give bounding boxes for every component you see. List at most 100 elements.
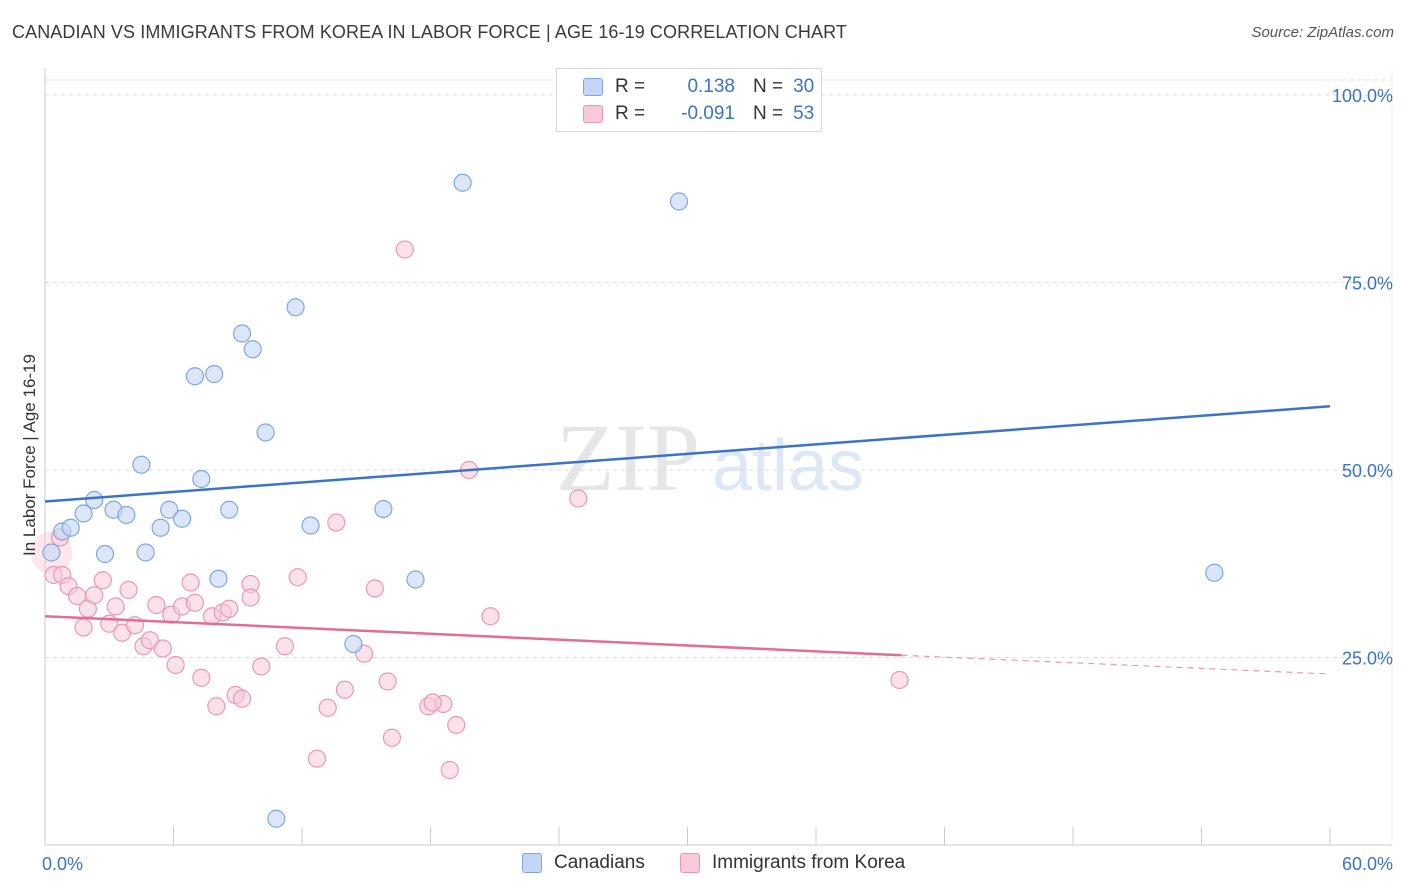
korea-point — [166, 655, 185, 675]
korea-point — [395, 240, 414, 259]
korea-point — [252, 657, 271, 676]
korea-point — [288, 568, 307, 587]
korea-label: Immigrants from Korea — [712, 852, 906, 873]
canadian-point — [61, 518, 80, 537]
korea-point — [318, 698, 337, 717]
canadian-point — [160, 500, 179, 519]
legend-r-label: R = — [615, 76, 646, 97]
korea-point — [74, 618, 93, 637]
korea-swatch — [680, 853, 700, 873]
y-tick-labels: 25.0% 50.0% 75.0% 100.0% — [1332, 86, 1393, 669]
korea-point — [85, 586, 104, 605]
korea-trend-line — [44, 615, 902, 657]
x-tick-label: 60.0% — [1342, 854, 1393, 874]
korea-point — [207, 697, 226, 716]
correlation-legend: R = 0.138 N = 30 R = -0.091 N = 53 — [556, 68, 822, 132]
korea-point — [423, 693, 442, 712]
korea-point — [275, 637, 294, 656]
korea-point — [440, 760, 459, 780]
y-tick-label: 75.0% — [1342, 274, 1393, 294]
canadian-point — [406, 570, 425, 589]
korea-point — [232, 689, 252, 708]
y-axis-label: In Labor Force | Age 16-19 — [20, 354, 39, 556]
legend-r-value: 0.138 — [687, 76, 735, 97]
korea-point — [327, 513, 346, 532]
korea-point — [153, 639, 172, 658]
korea-point — [890, 670, 909, 690]
korea-point — [447, 715, 466, 735]
legend-r-label: R = — [615, 103, 646, 124]
canadian-points — [42, 173, 1224, 828]
legend-r-value: -0.091 — [681, 103, 735, 124]
canadian-point — [209, 569, 228, 588]
canadian-point — [85, 490, 104, 510]
canadian-point — [1205, 563, 1224, 582]
korea-point — [119, 580, 138, 600]
chart-title: CANADIAN VS IMMIGRANTS FROM KOREA IN LAB… — [12, 22, 847, 42]
canadian-point — [172, 509, 192, 528]
axes: 0.0% 60.0% — [42, 68, 1393, 874]
canadian-point — [256, 423, 275, 442]
korea-point — [106, 597, 125, 616]
canadian-point — [42, 543, 61, 562]
canadian-point — [192, 469, 211, 489]
x-tick-label: 0.0% — [42, 854, 83, 874]
canadian-point — [243, 340, 262, 359]
trend-lines — [44, 405, 1331, 675]
gridlines — [45, 79, 1392, 658]
canadians-swatch — [522, 853, 542, 873]
source-credit: Source: ZipAtlas.com — [1251, 24, 1394, 41]
korea-point — [307, 749, 327, 768]
korea-point — [569, 489, 588, 508]
korea-point — [481, 607, 500, 626]
korea-point — [93, 571, 112, 590]
canadian-point — [95, 544, 115, 564]
korea-point — [140, 631, 160, 650]
y-tick-label: 100.0% — [1332, 86, 1393, 106]
legend-n-value: 53 — [793, 103, 815, 124]
canadian-point — [185, 367, 205, 386]
canadian-point — [669, 192, 689, 211]
canadian-point — [117, 505, 136, 525]
korea-point — [220, 599, 239, 618]
canadian-point — [232, 324, 252, 343]
korea-point — [181, 573, 200, 592]
series-legend: Canadians Immigrants from Korea — [0, 852, 1406, 876]
watermark-atlas: atlas — [712, 426, 864, 506]
canadian-point — [205, 364, 224, 384]
legend-n-value: 30 — [793, 76, 815, 97]
korea-point — [378, 672, 397, 691]
canadian-point — [220, 500, 239, 519]
canadian-point — [453, 173, 472, 192]
korea-point — [365, 579, 384, 598]
y-tick-label: 50.0% — [1342, 461, 1393, 481]
legend-n-label: N = — [753, 76, 784, 97]
canadians-trend-line — [44, 405, 1331, 503]
korea-trend-extension — [901, 654, 1331, 675]
canadian-point — [374, 499, 393, 519]
canadian-point — [136, 543, 155, 562]
canadian-point — [286, 298, 305, 317]
korea-point — [147, 595, 166, 615]
canadian-point — [344, 634, 363, 654]
canadian-point — [132, 455, 151, 474]
canadians-label: Canadians — [554, 852, 645, 873]
canadian-point — [151, 518, 170, 537]
watermark: ZIP atlas — [556, 404, 864, 511]
legend-swatch-pink — [583, 105, 603, 123]
korea-point — [382, 728, 402, 747]
legend-item-canadians: Canadians — [522, 852, 645, 874]
y-tick-label: 25.0% — [1342, 649, 1393, 669]
legend-n-label: N = — [753, 103, 784, 124]
legend-swatch-blue — [583, 78, 603, 96]
legend-row-canadians: R = 0.138 N = 30 — [583, 75, 814, 99]
korea-point — [185, 593, 205, 612]
canadian-point — [267, 809, 286, 828]
korea-point — [241, 588, 260, 607]
korea-point — [192, 668, 211, 687]
legend-item-korea: Immigrants from Korea — [680, 852, 905, 874]
legend-row-korea: R = -0.091 N = 53 — [583, 102, 814, 126]
korea-point — [335, 680, 354, 699]
canadian-point — [74, 504, 93, 523]
